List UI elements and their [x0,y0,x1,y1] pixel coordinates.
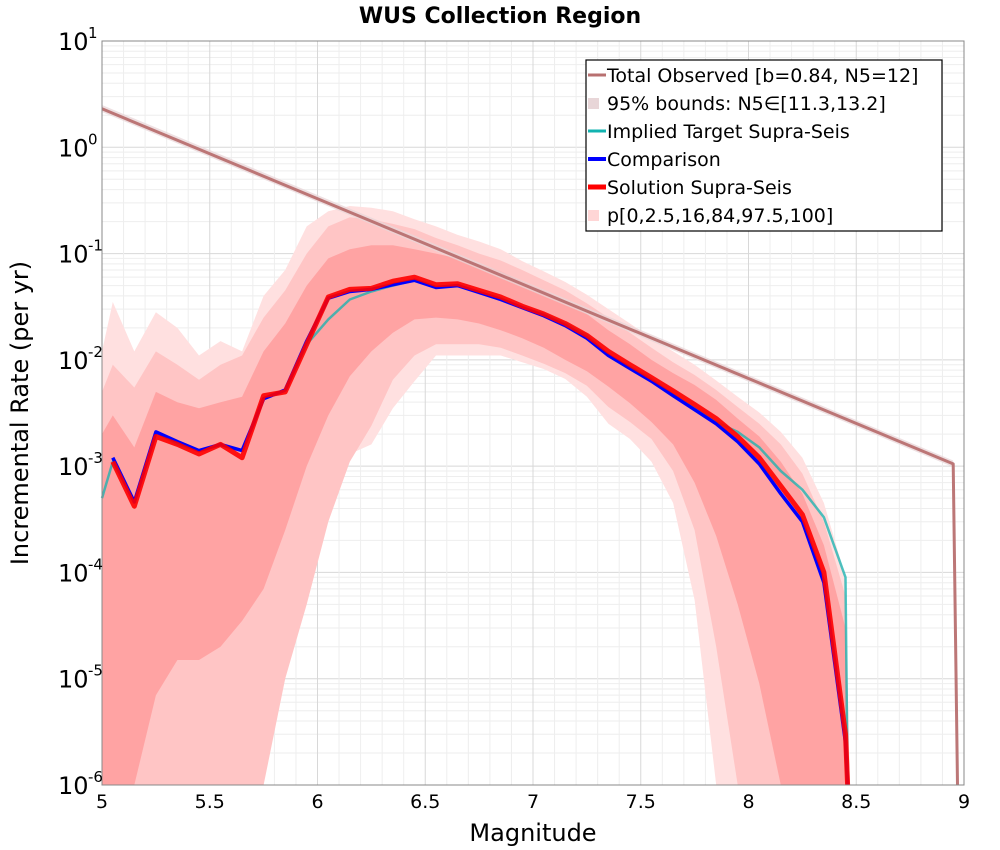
legend-swatch [588,210,599,221]
y-tick-label: 10 [58,347,89,375]
legend-solution: Solution Supra-Seis [588,177,792,199]
x-tick-label: 5.5 [195,791,225,813]
legend-label: Comparison [607,149,721,171]
legend-label: p[0,2.5,16,84,97.5,100] [607,205,833,227]
x-tick-label: 6 [311,791,323,813]
legend-95-bounds: 95% bounds: N5∈[11.3,13.2] [588,93,886,115]
y-tick-exponent: -4 [88,555,103,573]
x-tick-label: 8 [742,791,754,813]
x-axis-label: Magnitude [469,819,596,847]
plot-frame [101,40,965,786]
y-tick-label: 10 [58,28,89,56]
legend-label: 95% bounds: N5∈[11.3,13.2] [607,93,886,115]
y-tick-exponent: 0 [88,130,98,148]
legend-implied-target: Implied Target Supra-Seis [588,121,850,143]
x-tick-label: 6.5 [410,791,440,813]
legend-label: Total Observed [b=0.84, N5=12] [606,65,918,87]
y-tick-exponent: -5 [88,662,103,680]
solution-line [110,274,851,786]
y-tick-exponent: -3 [88,449,103,467]
x-tick-label: 5 [96,791,108,813]
total-observed-line [101,107,959,786]
y-tick-label: 10 [58,772,89,800]
y-tick-exponent: -1 [88,237,103,255]
legend-label: Implied Target Supra-Seis [607,121,850,143]
x-axis-ticks: 5 5.5 6 6.5 7 7.5 8 8.5 9 [96,791,970,813]
legend-comparison: Comparison [588,149,721,171]
y-tick-label: 10 [58,453,89,481]
legend-swatch [588,98,599,109]
legend: Total Observed [b=0.84, N5=12] 95% bounds… [585,59,943,232]
y-tick-exponent: 1 [88,24,98,42]
legend-label: Solution Supra-Seis [607,177,792,199]
legend-box [585,59,943,232]
legend-percentiles: p[0,2.5,16,84,97.5,100] [588,205,833,227]
y-tick-exponent: -2 [88,343,103,361]
y-tick-label: 10 [58,134,89,162]
chart-title: WUS Collection Region [359,4,641,29]
legend-total-observed: Total Observed [b=0.84, N5=12] [588,65,918,87]
x-tick-label: 8.5 [841,791,871,813]
x-tick-label: 9 [958,791,970,813]
y-tick-label: 10 [58,559,89,587]
x-tick-label: 7.5 [626,791,656,813]
y-axis-label: Incremental Rate (per yr) [6,261,34,565]
series-lines [100,107,959,786]
y-tick-label: 10 [58,241,89,269]
x-tick-label: 7 [527,791,539,813]
y-tick-label: 10 [58,666,89,694]
y-tick-exponent: -6 [88,768,103,786]
